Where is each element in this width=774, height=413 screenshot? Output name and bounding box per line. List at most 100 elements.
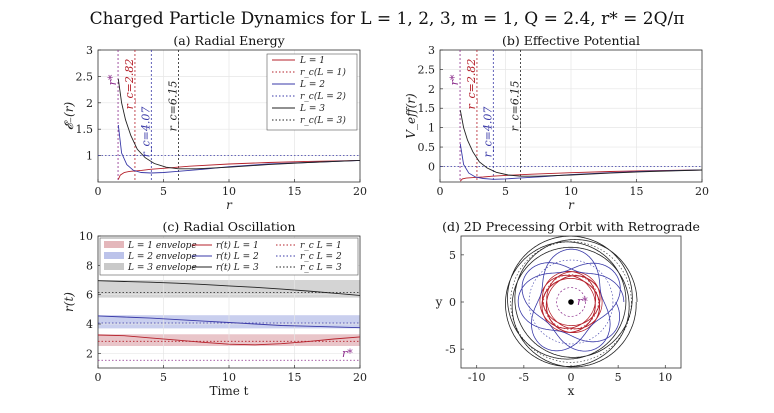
y-tick-label: 4 bbox=[86, 318, 93, 331]
y-tick-label: 8 bbox=[86, 259, 93, 272]
panel-title: (b) Effective Potential bbox=[502, 33, 640, 48]
x-tick-label: 10 bbox=[222, 371, 236, 384]
y-tick-label: 3 bbox=[86, 44, 93, 57]
y-tick-label: -5 bbox=[445, 343, 456, 356]
legend-box bbox=[266, 53, 358, 131]
legend-envelope-swatch bbox=[104, 252, 124, 259]
y-tick-label: 1 bbox=[428, 122, 435, 135]
panel-d-orbit: r* -10 -5 0 5 10 -5 0 5 (d) 2D Precessing Orbit w… bbox=[435, 219, 700, 398]
figure-title: Charged Particle Dynamics for L = 1, 2, … bbox=[90, 9, 685, 29]
panel-title: (a) Radial Energy bbox=[173, 33, 285, 48]
plot-content bbox=[505, 236, 638, 368]
critical-radius-circle bbox=[528, 259, 614, 345]
legend-label: r(t) L = 3 bbox=[216, 262, 259, 273]
legend-label: L = 1 envelope bbox=[127, 241, 197, 251]
legend-envelope-swatch bbox=[104, 263, 124, 270]
y-tick-label: 1.5 bbox=[76, 123, 94, 136]
y-tick-label: 0 bbox=[428, 160, 435, 173]
series-line bbox=[459, 169, 702, 182]
x-axis-label: r bbox=[226, 198, 233, 212]
legend-label: L = 1 bbox=[299, 56, 325, 66]
x-tick-label: 15 bbox=[288, 185, 302, 198]
plot-content bbox=[98, 50, 360, 182]
x-tick-label: 20 bbox=[353, 371, 367, 384]
x-tick-label: 0 bbox=[437, 185, 444, 198]
plot-content bbox=[98, 280, 360, 361]
legend-label: r(t) L = 2 bbox=[216, 251, 259, 262]
legend-label: r_c(L = 3) bbox=[300, 115, 346, 126]
x-tick-label: 5 bbox=[160, 371, 167, 384]
legend-label: L = 3 bbox=[299, 104, 325, 114]
x-axis-label: x bbox=[568, 384, 575, 398]
x-tick-label: 20 bbox=[695, 185, 709, 198]
y-tick-label: 3 bbox=[428, 44, 435, 57]
y-tick-label: 2.5 bbox=[418, 63, 436, 76]
x-tick-label: -10 bbox=[468, 371, 486, 384]
x-tick-label: 15 bbox=[288, 371, 302, 384]
y-tick-label: 10 bbox=[79, 230, 93, 243]
legend-label: r_c L = 2 bbox=[300, 252, 342, 262]
axes-frame bbox=[97, 49, 361, 183]
critical-radius-circle bbox=[543, 274, 599, 330]
axes-frame bbox=[460, 235, 682, 369]
critical-radius-label: r* bbox=[106, 74, 119, 85]
x-tick-label: -5 bbox=[518, 371, 529, 384]
y-axis-label: y bbox=[435, 295, 443, 309]
y-tick-label: 6 bbox=[86, 289, 93, 302]
orbit-path bbox=[517, 248, 625, 352]
series-line bbox=[117, 159, 360, 180]
series-line bbox=[459, 110, 702, 177]
y-axis-label: V_eff(r) bbox=[404, 93, 418, 139]
central-charge bbox=[568, 299, 574, 305]
legend-label: r_c L = 3 bbox=[300, 263, 342, 273]
legend-label: r_c L = 1 bbox=[300, 241, 342, 251]
rstar-label: r* bbox=[342, 347, 353, 360]
legend-label: r(t) L = 1 bbox=[216, 240, 259, 251]
legend-label: r_c(L = 2) bbox=[300, 91, 346, 102]
panel-b-effective-potential: 0 5 10 15 20 0 0.5 1 1.5 2 2.5 3 (b) Effective Poten… bbox=[404, 33, 709, 212]
x-tick-label: 10 bbox=[658, 371, 672, 384]
y-axis-label: r(t) bbox=[62, 292, 76, 312]
series-line bbox=[117, 78, 360, 170]
x-tick-label: 10 bbox=[222, 185, 236, 198]
panel-title: (c) Radial Oscillation bbox=[162, 219, 295, 234]
x-tick-label: 10 bbox=[564, 185, 578, 198]
plot-content bbox=[440, 50, 702, 182]
critical-radius-label: r_c=4.07 bbox=[481, 107, 494, 158]
legend-label: r_c(L = 1) bbox=[300, 67, 346, 78]
y-tick-label: 2 bbox=[86, 97, 93, 110]
critical-radius-label: r_c=6.15 bbox=[167, 81, 180, 132]
y-tick-label: 1 bbox=[86, 150, 93, 163]
x-axis-label: r bbox=[568, 198, 575, 212]
x-tick-label: 20 bbox=[353, 185, 367, 198]
orbit-path bbox=[539, 271, 603, 334]
axes-frame bbox=[439, 49, 703, 183]
y-tick-label: 2 bbox=[86, 347, 93, 360]
panel-a-radial-energy: 0 5 10 15 20 1 1.5 2 2.5 3 (a) Radial Energy r 𝓔₋(r)… bbox=[62, 33, 367, 212]
legend-box bbox=[99, 237, 359, 276]
x-tick-label: 15 bbox=[630, 185, 644, 198]
legend-label: L = 2 bbox=[299, 80, 325, 90]
orbit-path bbox=[505, 236, 638, 368]
x-tick-label: 5 bbox=[502, 185, 509, 198]
radius-series-line bbox=[98, 315, 360, 329]
x-tick-label: 0 bbox=[568, 371, 575, 384]
x-tick-label: 5 bbox=[615, 371, 622, 384]
y-tick-label: 2.5 bbox=[76, 70, 94, 83]
y-tick-label: 0 bbox=[449, 296, 456, 309]
panel-title: (d) 2D Precessing Orbit with Retrograde bbox=[442, 219, 700, 234]
y-tick-label: 1.5 bbox=[418, 102, 436, 115]
radius-series-line bbox=[98, 334, 360, 346]
critical-radius-label: r_c=4.07 bbox=[139, 107, 152, 158]
critical-radius-label: r_c=6.15 bbox=[509, 81, 522, 132]
y-tick-label: 2 bbox=[428, 83, 435, 96]
critical-radius-label: r_c=2.82 bbox=[123, 59, 136, 110]
legend-envelope-swatch bbox=[104, 241, 124, 248]
y-axis-label: 𝓔₋(r) bbox=[62, 102, 76, 131]
critical-radius-label: r* bbox=[448, 74, 461, 85]
critical-radius-label: r_c=2.82 bbox=[465, 59, 478, 110]
x-tick-label: 5 bbox=[160, 185, 167, 198]
legend-label: L = 2 envelope bbox=[127, 252, 197, 262]
rstar-circle bbox=[556, 287, 586, 317]
